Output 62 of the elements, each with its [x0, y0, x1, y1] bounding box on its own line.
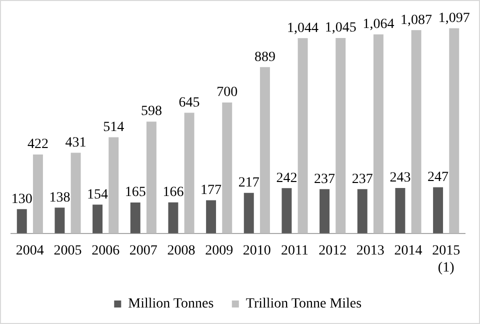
bar — [92, 204, 103, 234]
data-label: 242 — [276, 170, 298, 186]
legend-label: Trillion Tonne Miles — [246, 296, 362, 312]
data-label: 700 — [216, 85, 238, 100]
x-tick-label: 2009 — [205, 243, 234, 258]
bar — [146, 122, 156, 234]
data-label: 889 — [254, 50, 276, 65]
data-label: 177 — [200, 182, 222, 198]
data-label: 237 — [352, 172, 373, 187]
bar — [16, 209, 27, 234]
bar — [336, 38, 346, 234]
bar — [222, 102, 232, 234]
bar — [244, 192, 254, 234]
bar — [411, 30, 422, 234]
bar — [395, 188, 406, 234]
data-label: 1,087 — [400, 12, 432, 28]
x-tick-label: 2005 — [54, 243, 82, 258]
bar — [260, 67, 270, 234]
data-label: 598 — [140, 104, 162, 120]
bar — [54, 208, 65, 234]
x-tick-label: 2007 — [129, 243, 158, 258]
bar — [433, 187, 444, 234]
data-label: 1,097 — [438, 10, 470, 26]
x-tick-label: 2015 (1) — [432, 243, 460, 276]
data-label: 1,044 — [287, 20, 319, 36]
data-label: 243 — [390, 170, 411, 186]
bar — [206, 200, 216, 234]
bar — [168, 202, 178, 234]
data-label: 247 — [428, 170, 449, 185]
data-label: 166 — [162, 185, 184, 200]
data-label: 1,064 — [362, 17, 394, 32]
x-tick-label: 2010 — [242, 243, 271, 258]
bar — [320, 189, 330, 234]
data-label: 422 — [27, 137, 48, 152]
data-label: 217 — [238, 175, 260, 190]
data-label: 154 — [87, 187, 108, 202]
bar — [373, 34, 384, 234]
data-label: 431 — [65, 135, 86, 150]
x-tick-label: 2004 — [16, 243, 44, 258]
bar — [108, 137, 119, 234]
x-tick-label: 2011 — [281, 243, 308, 258]
legend-label: Million Tonnes — [128, 296, 214, 312]
bar — [184, 112, 194, 234]
data-label: 237 — [314, 172, 336, 187]
x-tick-label: 2012 — [318, 243, 347, 258]
x-tick-label: 2006 — [92, 243, 120, 258]
bar — [449, 28, 460, 234]
x-tick-label: 2014 — [394, 243, 422, 258]
data-label: 130 — [11, 192, 32, 207]
bar — [282, 188, 292, 234]
bar — [357, 189, 368, 234]
data-label: 165 — [124, 185, 146, 200]
data-label: 514 — [103, 120, 124, 135]
bar — [70, 152, 81, 234]
bar — [32, 154, 43, 234]
x-tick-label: 2008 — [167, 243, 196, 258]
bar — [130, 202, 140, 234]
bar — [298, 38, 308, 234]
data-label: 138 — [49, 190, 70, 206]
data-label: 1,045 — [324, 20, 356, 36]
x-tick-label: 2013 — [356, 243, 384, 258]
data-label: 645 — [178, 95, 200, 110]
